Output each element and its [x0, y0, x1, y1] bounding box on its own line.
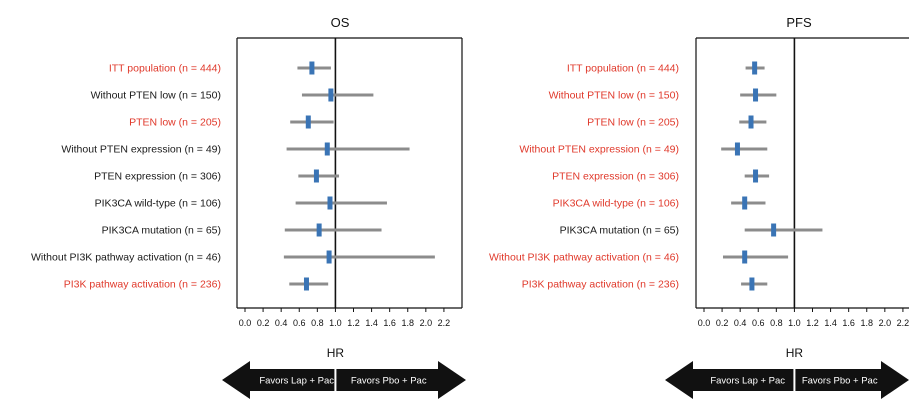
panel1-axis-title: HR — [327, 346, 345, 360]
panel2-tick-label: 0.8 — [770, 318, 783, 328]
panel2-tick-label: 1.6 — [842, 318, 855, 328]
panel2-point-estimate — [753, 88, 759, 102]
panel1-point-estimate — [316, 223, 322, 237]
panel2-point-estimate — [752, 61, 758, 75]
panel1-tick-label: 1.2 — [347, 318, 360, 328]
panel1-tick-label: 1.6 — [383, 318, 396, 328]
panel2-tick-label: 2.2 — [897, 318, 909, 328]
panel1-tick-label: 0.4 — [275, 318, 288, 328]
panel1-arrow-left-label: Favors Lap + Pac — [259, 376, 334, 387]
panel2-tick-label: 1.4 — [824, 318, 837, 328]
panel1-group: OS ITT population (n = 444) Without PTEN l… — [31, 15, 466, 399]
panel1-arrow — [222, 361, 466, 399]
panel1-point-estimate — [326, 250, 332, 264]
panel1-row-label: PIK3CA wild-type (n = 106) — [95, 198, 221, 210]
panel2-row-label: PTEN expression (n = 306) — [552, 171, 679, 183]
panel1-row-label: PI3K pathway activation (n = 236) — [64, 279, 221, 291]
panel1-row-label: Without PTEN low (n = 150) — [91, 90, 221, 102]
panel2-point-estimate — [771, 223, 777, 237]
panel2-point-estimate — [734, 142, 740, 156]
panel1-tick-label: 0.6 — [293, 318, 306, 328]
panel2-tick-label: 0.2 — [716, 318, 729, 328]
panel2-point-estimate — [748, 115, 754, 129]
panel2-row-label: PIK3CA mutation (n = 65) — [560, 225, 679, 237]
panel2-tick-label: 1.0 — [788, 318, 801, 328]
panel2-row-label: ITT population (n = 444) — [567, 63, 679, 75]
panel2-row-label: PI3K pathway activation (n = 236) — [522, 279, 679, 291]
panel2-tick-label: 0.0 — [698, 318, 711, 328]
panel1-row-label: PIK3CA mutation (n = 65) — [102, 225, 221, 237]
panel1-tick-label: 0.0 — [239, 318, 252, 328]
panel1-point-estimate — [328, 88, 334, 102]
panel1-point-estimate — [324, 142, 330, 156]
panel2-point-estimate — [742, 250, 748, 264]
panel2-tick-label: 0.6 — [752, 318, 765, 328]
panel1-tick-label: 1.4 — [365, 318, 378, 328]
panel1-tick-label: 1.0 — [329, 318, 342, 328]
panel2-tick-label: 2.0 — [879, 318, 892, 328]
panel2-row-label: PIK3CA wild-type (n = 106) — [553, 198, 679, 210]
panel2-point-estimate — [742, 196, 748, 210]
panel2-arrow-left-label: Favors Lap + Pac — [710, 376, 785, 387]
panel2-point-estimate — [753, 169, 759, 183]
panel2-axis-title: HR — [786, 346, 804, 360]
panel1-tick-label: 2.2 — [438, 318, 451, 328]
panel1-row-label: Without PTEN expression (n = 49) — [61, 144, 221, 156]
panel2-tick-label: 1.8 — [860, 318, 873, 328]
panel1-tick-label: 0.2 — [257, 318, 270, 328]
panel2-row-label: Without PTEN low (n = 150) — [549, 90, 679, 102]
panel1-row-label: Without PI3K pathway activation (n = 46) — [31, 252, 221, 264]
panel2-row-label: PTEN low (n = 205) — [587, 117, 679, 129]
panel2-arrow — [665, 361, 909, 399]
panel1-row-label: ITT population (n = 444) — [109, 63, 221, 75]
panel1-tick-label: 1.8 — [401, 318, 414, 328]
panel1-point-estimate — [309, 61, 315, 75]
panel2-title: PFS — [786, 15, 812, 30]
panel1-tick-label: 0.8 — [311, 318, 324, 328]
panel1-point-estimate — [313, 169, 319, 183]
panel1-row-label: PTEN expression (n = 306) — [94, 171, 221, 183]
panel1-title: OS — [331, 15, 350, 30]
panel2-row-label: Without PTEN expression (n = 49) — [519, 144, 679, 156]
panel2-tick-label: 1.2 — [806, 318, 819, 328]
panel1-row-label: PTEN low (n = 205) — [129, 117, 221, 129]
panel2-arrow-right-label: Favors Pbo + Pac — [802, 376, 878, 387]
panel1-point-estimate — [305, 115, 311, 129]
panel2-row-label: Without PI3K pathway activation (n = 46) — [489, 252, 679, 264]
panel1-arrow-right-label: Favors Pbo + Pac — [351, 376, 427, 387]
panel2-tick-label: 0.4 — [734, 318, 747, 328]
panel2-point-estimate — [749, 277, 755, 291]
panel2-group: PFS ITT population (n = 444) Without PTEN … — [489, 15, 909, 399]
panel1-point-estimate — [327, 196, 333, 210]
panel1-tick-label: 2.0 — [420, 318, 433, 328]
panel1-point-estimate — [303, 277, 309, 291]
